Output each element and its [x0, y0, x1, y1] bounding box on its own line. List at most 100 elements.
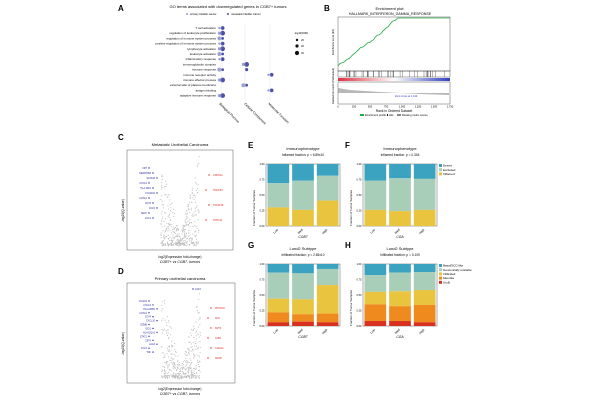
gene-point: [173, 375, 175, 377]
bar-segment-infiltrated: [316, 285, 339, 314]
gene-point: [198, 298, 200, 300]
gene-point: [197, 208, 199, 211]
gene-point: [193, 211, 195, 213]
size-legend-dot-large: [294, 50, 300, 56]
gene-point: [176, 225, 178, 227]
y-tick-label: 0.25: [356, 209, 362, 213]
go-dot-primary: [218, 58, 221, 61]
down-gene-point: [156, 207, 158, 209]
b-xtick: 0: [337, 105, 339, 109]
x-tick-label: Med: [297, 328, 304, 335]
up-gene-label: SFN: [215, 317, 220, 320]
bar-title: Lund2 Subtype: [387, 246, 415, 251]
gene-point: [162, 175, 164, 177]
gene-point: [188, 211, 190, 214]
gene-point: [161, 182, 163, 184]
up-gene-point: [207, 337, 209, 339]
gene-point: [165, 185, 167, 188]
gene-point: [196, 375, 198, 377]
gene-point: [167, 230, 169, 232]
gene-point: [172, 228, 174, 230]
bar-segment-infiltrated: [292, 299, 314, 315]
gene-point: [172, 363, 174, 365]
gene-point: [167, 196, 169, 198]
gene-point: [181, 376, 183, 378]
gene-point: [198, 319, 200, 321]
gene-point: [187, 235, 189, 237]
gene-point: [180, 370, 182, 372]
gene-point: [199, 347, 201, 349]
go-term-label: positive regulation of immune system pro…: [155, 42, 216, 46]
x-axis-label: CGA: [396, 235, 404, 239]
gene-point: [172, 376, 174, 378]
gene-point: [161, 332, 163, 334]
gene-point: [166, 222, 168, 225]
gene-point: [161, 241, 163, 243]
gene-point: [179, 238, 181, 240]
gene-point: [164, 218, 167, 220]
gene-point: [192, 350, 194, 352]
gene-point: [190, 334, 192, 336]
gene-point: [173, 365, 175, 367]
gene-point: [181, 364, 183, 366]
gene-point: [168, 345, 170, 347]
gene-point: [177, 376, 179, 378]
go-dot-primary: [218, 26, 221, 30]
gene-point: [190, 332, 192, 334]
gene-point: [163, 207, 165, 209]
legend-swatch: [439, 172, 442, 176]
gene-point: [192, 243, 194, 245]
gene-point: [178, 361, 180, 364]
gene-point: [185, 369, 187, 371]
down-gene-label: CCL5: [149, 207, 156, 210]
legend-metastatic-label: metastatic bladder cancer: [231, 12, 261, 16]
gene-point: [193, 198, 195, 200]
gene-point: [167, 345, 169, 348]
gene-point: [185, 213, 187, 215]
down-gene-point: [148, 212, 150, 214]
gene-point: [164, 328, 166, 330]
gene-point: [197, 241, 199, 243]
gene-point: [187, 372, 190, 374]
gene-point: [193, 367, 196, 369]
gene-point: [190, 368, 192, 370]
gene-point: [189, 366, 191, 368]
down-gene-point: [148, 347, 150, 349]
b-xtick: 250: [352, 105, 357, 109]
gene-point: [182, 368, 184, 370]
gene-point: [191, 193, 193, 195]
gene-point: [195, 182, 197, 184]
gene-point: [167, 338, 170, 340]
gene-point: [190, 370, 192, 372]
go-term-label: immune effector process: [183, 78, 216, 82]
gene-point: [188, 209, 190, 211]
x-axis-label: CGA: [396, 335, 404, 339]
gene-point: [189, 234, 191, 236]
gene-point: [182, 227, 184, 229]
gene-point: [190, 377, 192, 379]
gene-point: [193, 214, 195, 216]
gene-point: [168, 346, 171, 348]
gene-point: [192, 213, 194, 215]
x-tick-label: High: [321, 328, 328, 335]
x-tick-label: Low: [369, 327, 376, 334]
legend-swatch: [439, 276, 442, 280]
gene-point: [183, 364, 185, 366]
gene-point: [181, 242, 183, 244]
gene-point: [187, 347, 189, 349]
gene-point: [195, 321, 197, 323]
down-gene-point: [152, 202, 154, 204]
bar-segment-excluded: [364, 180, 387, 210]
gene-point: [197, 354, 199, 356]
gene-point: [176, 364, 179, 366]
gene-point: [183, 225, 185, 227]
gene-point: [190, 374, 192, 376]
gene-point: [173, 226, 175, 228]
gene-point: [178, 242, 180, 244]
legend-swatch: [439, 272, 442, 276]
bar-segment-genomically-unstable: [292, 273, 314, 300]
gene-point: [182, 238, 184, 240]
gene-point: [174, 343, 176, 345]
gene-point: [162, 230, 164, 232]
